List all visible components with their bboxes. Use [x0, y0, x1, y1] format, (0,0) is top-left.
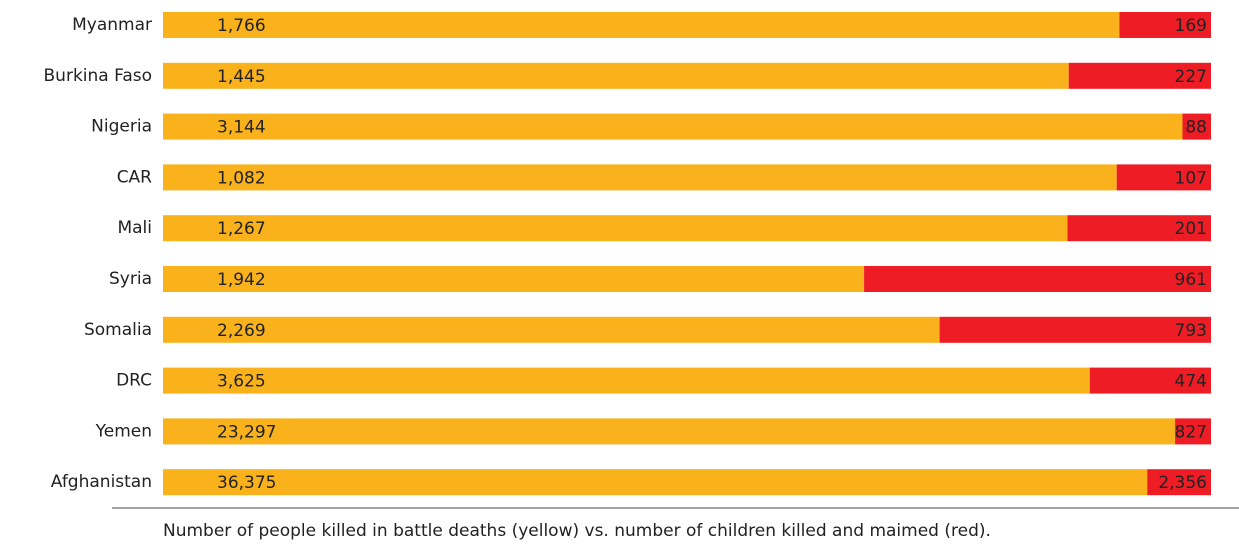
- category-label: CAR: [117, 167, 152, 187]
- bar-segment: [163, 418, 1176, 445]
- caption: Number of people killed in battle deaths…: [163, 521, 991, 541]
- bar-segment: [163, 469, 1148, 496]
- value-label: 201: [1175, 219, 1207, 239]
- category-label: Somalia: [84, 320, 152, 340]
- value-label: 1,766: [217, 16, 266, 36]
- value-label: 961: [1175, 270, 1207, 290]
- category-label: Yemen: [95, 421, 152, 441]
- bar-segment: [1182, 113, 1211, 140]
- value-label: 227: [1175, 67, 1207, 87]
- category-label: Nigeria: [91, 117, 152, 137]
- value-label: 36,375: [217, 473, 276, 493]
- category-label: Burkina Faso: [44, 66, 152, 86]
- category-label: DRC: [116, 371, 152, 391]
- bar-segment: [163, 164, 1117, 191]
- value-label: 1,445: [217, 67, 266, 87]
- bar-segment: [864, 266, 1211, 292]
- bar-segment: [939, 316, 1211, 343]
- value-label: 2,356: [1158, 473, 1207, 493]
- bar-segment: [163, 316, 940, 343]
- bar-segment: [163, 266, 865, 292]
- bar-segment: [163, 62, 1069, 89]
- category-label: Syria: [109, 269, 152, 289]
- bar-segment: [1119, 12, 1211, 38]
- bar-segment: [1068, 62, 1211, 89]
- category-label: Myanmar: [72, 15, 152, 35]
- bar-segment: [163, 367, 1090, 394]
- value-label: 23,297: [217, 422, 276, 442]
- value-label: 3,144: [217, 118, 266, 138]
- value-label: 169: [1175, 16, 1207, 36]
- bar-segment: [163, 113, 1183, 140]
- value-label: 1,082: [217, 168, 266, 188]
- bar-segment: [1147, 469, 1211, 496]
- bar-segment: [163, 12, 1120, 38]
- value-label: 3,625: [217, 372, 266, 392]
- value-label: 107: [1175, 168, 1207, 188]
- value-label: 1,942: [217, 270, 266, 290]
- category-label: Afghanistan: [51, 472, 152, 492]
- bar-segment: [1089, 367, 1211, 394]
- bar-segment: [1116, 164, 1211, 191]
- bar-segment: [1067, 215, 1211, 242]
- bar-segment: [1175, 418, 1211, 445]
- category-label: Mali: [117, 218, 152, 238]
- value-label: 2,269: [217, 321, 266, 341]
- value-label: 827: [1175, 422, 1207, 442]
- bar-segment: [163, 215, 1068, 242]
- value-label: 474: [1175, 372, 1207, 392]
- value-label: 88: [1185, 118, 1207, 138]
- value-label: 1,267: [217, 219, 266, 239]
- value-label: 793: [1175, 321, 1207, 341]
